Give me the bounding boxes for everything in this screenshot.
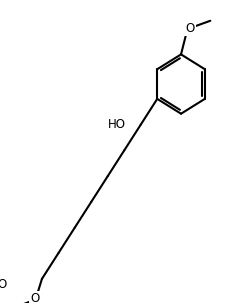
Text: O: O xyxy=(30,292,39,305)
Text: O: O xyxy=(185,22,195,35)
Text: HO: HO xyxy=(108,118,126,131)
Text: O: O xyxy=(0,278,6,291)
